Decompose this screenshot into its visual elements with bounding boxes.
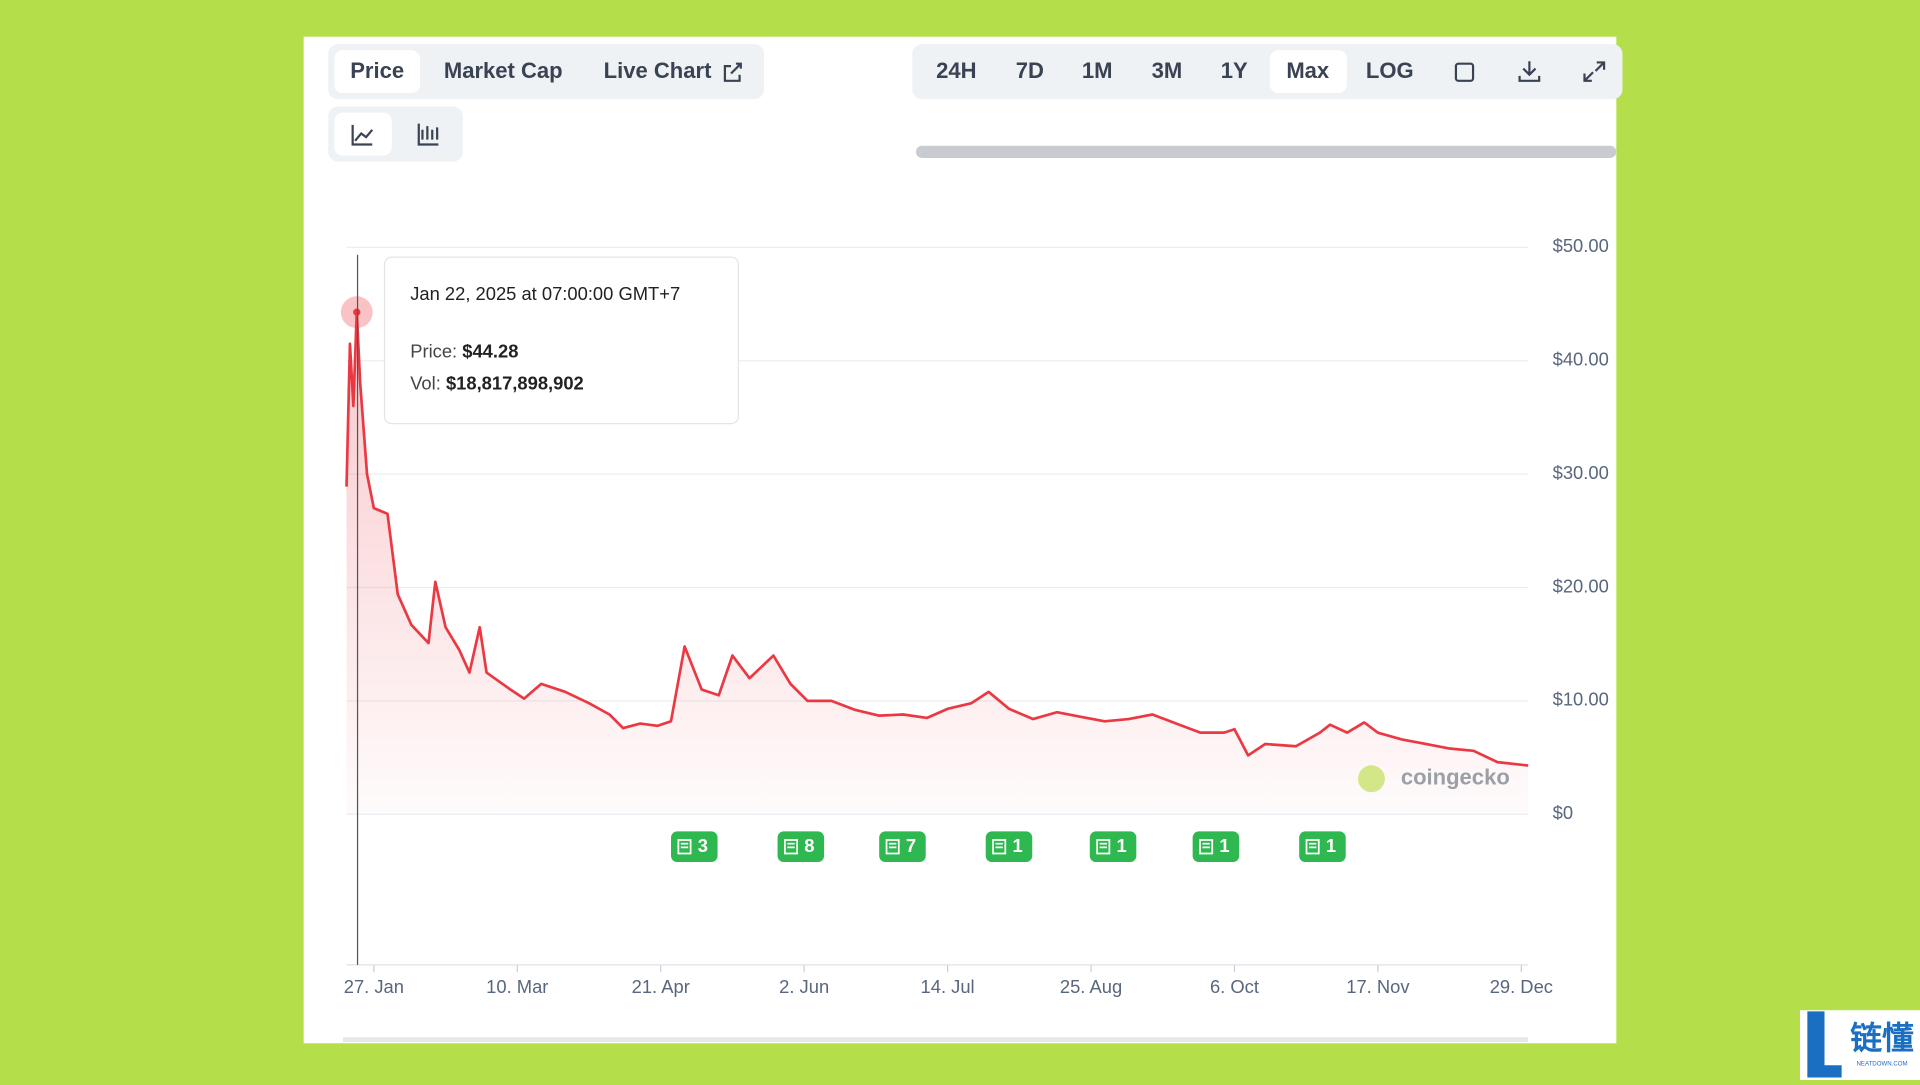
news-badge[interactable]: 1: [1192, 831, 1240, 863]
logo-mark: [1807, 1011, 1842, 1078]
x-tick-label: 29. Dec: [1490, 976, 1553, 997]
y-tick-label: $10.00: [1553, 689, 1609, 710]
range-button[interactable]: 24H: [936, 58, 976, 83]
news-count: 1: [1219, 835, 1229, 856]
tooltip-price: Price: $44.28: [410, 340, 518, 361]
range-group: [912, 44, 1623, 100]
range-button[interactable]: LOG: [1366, 58, 1414, 83]
label: Price:: [410, 340, 457, 361]
badge-bg: [879, 831, 926, 863]
hover-point: [353, 308, 361, 316]
tooltip-box: [383, 256, 739, 425]
range-selected: [1269, 50, 1347, 94]
tooltip-date: Jan 22, 2025 at 07:00:00 GMT+7: [410, 283, 680, 304]
news-count: 3: [698, 835, 708, 856]
y-tick-label: $30.00: [1553, 462, 1609, 483]
news-icon: [992, 839, 1007, 855]
navigator: [342, 1037, 1529, 1043]
badge-bg: [1192, 831, 1240, 863]
candle-icon[interactable]: [417, 123, 439, 146]
external-icon: [723, 62, 742, 82]
x-tick-label: 17. Nov: [1346, 976, 1410, 997]
logo-name: 链懂: [1850, 1020, 1914, 1056]
x-tick-label: 27. Jan: [344, 976, 404, 997]
tab[interactable]: Price: [350, 58, 404, 83]
label: Vol:: [410, 372, 441, 393]
range-button[interactable]: 3M: [1152, 58, 1183, 83]
y-tick-label: $20.00: [1553, 575, 1609, 596]
watermark: coingecko: [1401, 765, 1510, 790]
news-badge[interactable]: 3: [671, 831, 718, 863]
panel: [303, 36, 1617, 1044]
tab[interactable]: Live Chart: [604, 58, 712, 83]
download-icon[interactable]: [1518, 61, 1541, 82]
x-tick-label: 25. Aug: [1060, 976, 1122, 997]
badge-bg: [1089, 831, 1137, 863]
line-icon: [351, 124, 374, 146]
scrollbar[interactable]: [915, 145, 1617, 158]
badge-bg: [777, 831, 825, 863]
news-badge[interactable]: 1: [985, 831, 1033, 863]
y-tick-label: $40.00: [1553, 349, 1609, 370]
calendar-icon[interactable]: [1454, 62, 1475, 82]
range-button[interactable]: Max: [1286, 58, 1330, 83]
tooltip-vol: Vol: $18,817,898,902: [410, 372, 584, 393]
price-line: [345, 310, 1529, 767]
watermark-logo: [1357, 765, 1385, 793]
tooltip: Jan 22, 2025 at 07:00:00 GMT+7 Price: $4…: [383, 256, 739, 425]
news-badge[interactable]: 8: [777, 831, 825, 863]
y-tick-label: $50.00: [1553, 235, 1609, 256]
badge-bg: [1299, 831, 1346, 863]
news-count: 8: [804, 835, 814, 856]
news-count: 7: [906, 835, 916, 856]
range-button[interactable]: 1M: [1082, 58, 1113, 83]
x-tick-label: 14. Jul: [921, 976, 975, 997]
news-count: 1: [1326, 835, 1336, 856]
news-badge[interactable]: 1: [1299, 831, 1346, 863]
news-icon: [677, 839, 692, 855]
tab-selected: [334, 50, 420, 94]
news-badge[interactable]: 1: [1089, 831, 1137, 863]
logo: 链懂 NEATDOWN.COM: [1800, 1010, 1920, 1080]
news-count: 1: [1117, 835, 1127, 856]
news-icon: [1305, 839, 1320, 855]
news-badge[interactable]: 7: [879, 831, 926, 863]
news-icon: [1096, 839, 1111, 855]
news-icon: [784, 839, 799, 855]
range-button[interactable]: 7D: [1016, 58, 1044, 83]
x-tick-label: 10. Mar: [486, 976, 548, 997]
news-count: 1: [1012, 835, 1022, 856]
tab-group: [328, 44, 765, 100]
x-tick-label: 2. Jun: [779, 976, 829, 997]
badge-bg: [671, 831, 718, 863]
x-tick-label: 21. Apr: [632, 976, 690, 997]
range-button[interactable]: 1Y: [1221, 58, 1248, 83]
value: $44.28: [462, 340, 518, 361]
badge-bg: [985, 831, 1033, 863]
logo-site: NEATDOWN.COM: [1856, 1061, 1907, 1068]
value: $18,817,898,902: [446, 372, 584, 393]
news-icon: [885, 839, 900, 855]
news-icon: [1199, 839, 1214, 855]
tab[interactable]: Market Cap: [444, 58, 563, 83]
x-tick-label: 6. Oct: [1210, 976, 1259, 997]
expand-icon[interactable]: [1583, 61, 1606, 82]
icons: [1454, 61, 1606, 82]
y-tick-label: $0: [1553, 802, 1573, 823]
